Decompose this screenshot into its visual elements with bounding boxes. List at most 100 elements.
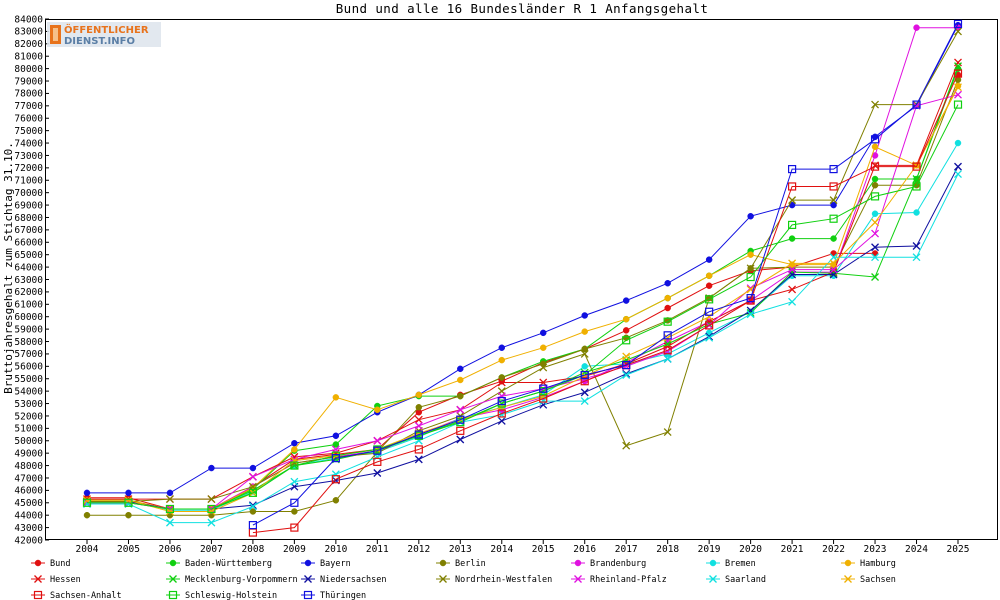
data-point-square (207, 504, 216, 514)
data-point-circle (457, 376, 464, 384)
data-point-cross (829, 253, 838, 262)
y-tick-label: 48000 (14, 461, 43, 472)
data-point-circle (498, 356, 506, 364)
data-point-cross (788, 285, 797, 294)
x-tick-label: 2015 (532, 544, 555, 555)
y-tick-label: 51000 (14, 424, 43, 435)
data-point-circle (830, 235, 837, 242)
cross-stroke (497, 378, 506, 387)
cross-stroke (165, 518, 174, 527)
y-tick-label: 44000 (14, 511, 43, 522)
cross-stroke (663, 428, 672, 437)
data-point-circle (83, 489, 91, 497)
legend-marker-circle (34, 559, 42, 567)
cross-stroke (574, 575, 582, 583)
cross-stroke (622, 352, 631, 361)
legend-label: Rheinland-Pfalz (590, 575, 667, 585)
data-point-circle (871, 181, 879, 189)
data-point-cross (912, 242, 921, 250)
data-point-square (331, 454, 340, 463)
legend-label: Nordrhein-Westfalen (455, 575, 552, 585)
data-point-square (248, 488, 258, 497)
cross-stroke (912, 242, 921, 250)
legend-marker-circle (844, 559, 852, 567)
cross-stroke (663, 354, 672, 363)
cross-stroke (871, 100, 880, 109)
cross-stroke (207, 495, 216, 504)
data-point-circle (664, 294, 671, 302)
cross-stroke (248, 502, 257, 511)
cross-stroke (539, 392, 548, 401)
y-tick-label: 60000 (14, 312, 43, 323)
data-point-cross (539, 363, 548, 372)
data-point-square (373, 446, 382, 455)
y-tick-label: 71000 (14, 176, 43, 187)
y-tick-label: 65000 (14, 250, 43, 261)
legend-marker-square (168, 590, 178, 600)
cross-stroke (709, 575, 717, 583)
y-tick-label: 76000 (14, 114, 43, 125)
data-point-cross (705, 312, 714, 321)
data-point-circle (125, 489, 132, 497)
series-line (87, 27, 958, 510)
cross-stroke (414, 455, 423, 464)
legend-item-niedersachsen: Niedersachsen (301, 575, 387, 585)
legend-item-bund: Bund (31, 559, 70, 569)
y-tick-label: 67000 (14, 225, 43, 236)
data-point-square (663, 331, 672, 340)
data-point-circle (249, 464, 257, 472)
legend-item-rheinland-pfalz: Rheinland-Pfalz (571, 575, 667, 585)
data-point-circle (291, 446, 298, 453)
y-tick-label: 45000 (14, 498, 43, 509)
data-point-cross (414, 421, 423, 430)
cross-stroke (746, 264, 755, 273)
data-point-square (953, 69, 963, 78)
y-axis-label: Bruttojahresgehalt zum Stichtag 31.10. (2, 142, 15, 394)
data-point-square (787, 164, 797, 174)
data-point-circle (291, 508, 298, 515)
cross-stroke (871, 229, 880, 238)
series-line (87, 104, 959, 510)
data-point-square (746, 272, 755, 282)
x-tick-label: 2011 (366, 544, 389, 555)
legend-label: Baden-Württemberg (185, 559, 272, 569)
y-tick-label: 53000 (14, 399, 43, 410)
x-tick-label: 2008 (241, 544, 264, 555)
data-point-cross (829, 269, 838, 278)
cross-stroke (871, 273, 880, 281)
data-point-circle (622, 327, 630, 334)
data-point-cross (871, 243, 880, 252)
logo-line2: DIENST.INFO (64, 36, 135, 47)
y-tick-label: 78000 (14, 89, 43, 100)
y-tick-label: 47000 (14, 473, 43, 484)
data-point-square (331, 475, 340, 484)
legend-marker-circle (574, 559, 582, 567)
x-tick-label: 2022 (822, 544, 845, 555)
logo-line1: ÖFFENTLICHER (64, 22, 149, 36)
data-point-square (746, 294, 755, 303)
cross-stroke (580, 388, 589, 397)
data-point-square (456, 426, 465, 435)
data-point-cross (165, 495, 174, 504)
legend-label: Mecklenburg-Vorpommern (185, 575, 298, 585)
cross-stroke (954, 83, 962, 92)
cross-stroke (829, 265, 838, 274)
y-tick-label: 74000 (14, 138, 43, 149)
y-tick-label: 54000 (14, 386, 43, 397)
legend-label: Sachsen-Anhalt (50, 591, 122, 600)
y-tick-label: 46000 (14, 486, 43, 497)
data-point-square (539, 384, 548, 393)
data-point-square (870, 162, 880, 171)
legend-item-sachsen-anhalt: Sachsen-Anhalt (31, 590, 122, 600)
data-point-cross (871, 100, 880, 109)
x-tick-label: 2016 (573, 544, 596, 555)
data-point-cross (622, 371, 631, 379)
legend-label: Sachsen (860, 575, 896, 585)
legend-item-saarland: Saarland (706, 575, 766, 585)
y-tick-label: 59000 (14, 324, 43, 335)
series-line (252, 73, 959, 534)
legend-label: Hamburg (860, 559, 896, 569)
legend-label: Bremen (725, 559, 756, 569)
data-point-square (290, 523, 299, 532)
